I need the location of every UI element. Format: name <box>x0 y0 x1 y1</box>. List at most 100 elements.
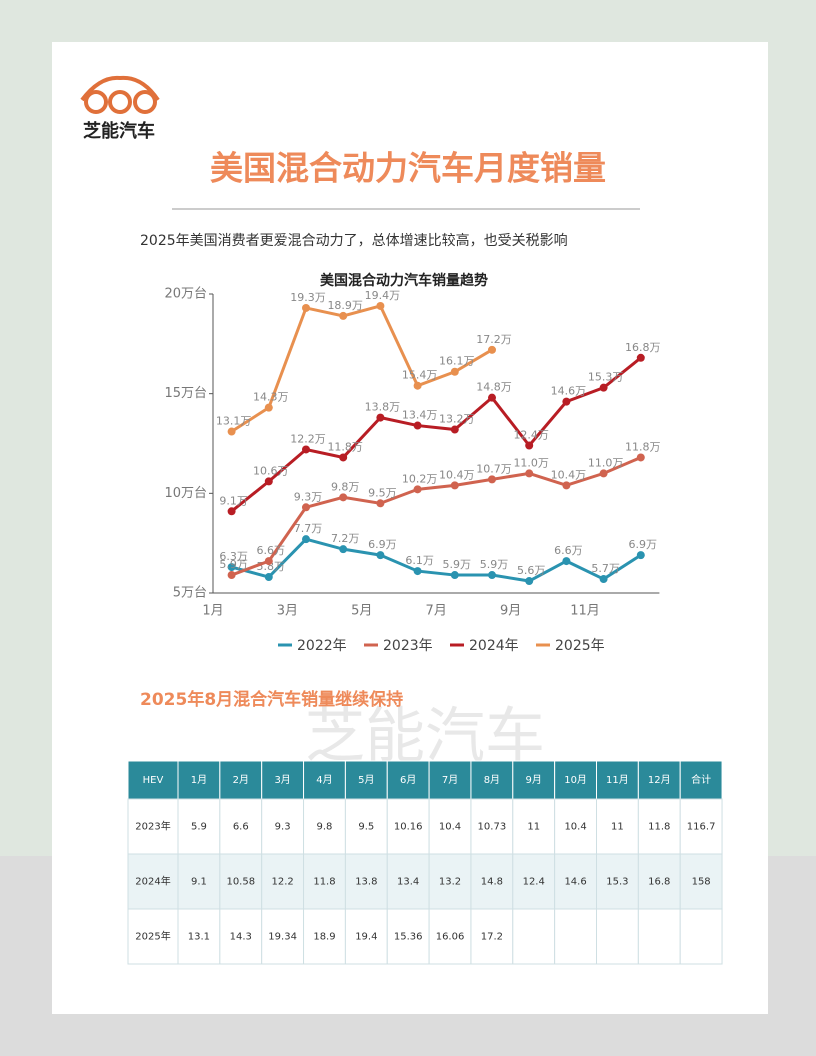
subtitle: 2025年美国消费者更爱混合动力了，总体增速比较高，也受关税影响 <box>140 232 568 249</box>
data-label: 15.3万 <box>588 371 624 384</box>
series-line <box>230 356 642 513</box>
cell <box>219 908 263 965</box>
cell-text: 17.2 <box>481 932 503 943</box>
data-point <box>636 353 645 362</box>
y-tick-label: 20万台 <box>164 287 207 302</box>
header-text: 3月 <box>274 774 290 786</box>
data-point <box>413 381 422 390</box>
y-tick-label: 15万台 <box>164 386 207 401</box>
data-point <box>599 575 608 584</box>
cell <box>177 798 221 855</box>
data-point <box>302 303 310 312</box>
x-tick-label: 7月 <box>426 604 447 619</box>
data-label: 6.3万 <box>219 550 248 563</box>
cell-text: 9.1 <box>191 877 207 888</box>
cell <box>386 908 430 965</box>
data-label: 19.3万 <box>290 291 326 304</box>
x-tick-label: 5月 <box>351 604 372 619</box>
cell <box>596 798 639 855</box>
cell <box>554 908 598 965</box>
cell-text: 2025年 <box>135 930 170 943</box>
cell <box>261 853 305 910</box>
cell-text: 11.8 <box>313 877 335 888</box>
data-point <box>488 345 496 354</box>
data-label: 6.6万 <box>554 544 583 557</box>
data-point <box>264 557 273 566</box>
cell-text: 9.3 <box>275 822 291 833</box>
cell <box>637 908 681 965</box>
data-label: 16.1万 <box>439 355 475 368</box>
data-label: 9.5万 <box>368 486 397 499</box>
cell-text: 14.3 <box>230 932 252 943</box>
header-text: 11月 <box>606 774 629 786</box>
legend-label: 2024年 <box>469 638 519 654</box>
chart-title: 美国混合动力汽车销量趋势 <box>320 272 488 289</box>
cell-text: 15.36 <box>394 932 423 943</box>
data-label: 16.8万 <box>625 341 661 354</box>
data-label: 10.4万 <box>439 468 475 481</box>
cell <box>596 853 639 910</box>
cell <box>428 853 472 910</box>
data-point <box>450 367 459 376</box>
data-label: 13.2万 <box>439 413 475 426</box>
data-point <box>339 311 348 320</box>
data-point <box>450 481 459 490</box>
cell-text: 116.7 <box>687 822 716 833</box>
cell-text: 14.8 <box>481 877 503 888</box>
cell <box>428 798 472 855</box>
cell-text: 11 <box>611 822 624 833</box>
data-point <box>302 445 310 454</box>
data-point <box>339 493 348 502</box>
cell <box>261 908 305 965</box>
header-text: 9月 <box>526 774 542 786</box>
page-title: 美国混合动力汽车月度销量 <box>210 149 606 188</box>
data-label: 7.7万 <box>294 522 323 535</box>
data-point <box>562 557 571 566</box>
data-point <box>636 453 645 462</box>
cell-text: 18.9 <box>313 932 335 943</box>
data-label: 11.8万 <box>327 440 363 453</box>
data-point <box>376 499 385 508</box>
header-cell <box>428 760 472 800</box>
cell <box>344 798 388 855</box>
legend-label: 2025年 <box>555 638 605 654</box>
cell-text: 16.06 <box>436 932 465 943</box>
data-label: 7.2万 <box>331 532 360 545</box>
cell <box>512 908 556 965</box>
header-cell <box>637 760 681 800</box>
data-point <box>488 393 496 402</box>
legend-label: 2023年 <box>383 638 433 654</box>
cell <box>344 853 388 910</box>
cell <box>679 908 723 965</box>
data-label: 9.1万 <box>219 494 248 507</box>
data-label: 9.8万 <box>331 480 360 493</box>
series-line <box>231 456 642 577</box>
header-cell <box>261 760 305 800</box>
data-label: 11.0万 <box>588 456 624 469</box>
header-text: 6月 <box>400 774 416 786</box>
data-point <box>450 425 459 434</box>
data-label: 19.4万 <box>365 289 401 302</box>
cell <box>470 853 514 910</box>
cell-text: 2024年 <box>135 875 170 888</box>
data-point <box>488 571 496 580</box>
cell <box>303 853 346 910</box>
cell-text: 12.2 <box>271 877 293 888</box>
data-point <box>227 507 236 516</box>
cell <box>219 798 263 855</box>
data-label: 10.4万 <box>551 468 587 481</box>
header-cell <box>177 760 221 800</box>
data-label: 5.7万 <box>591 562 620 575</box>
header-text: HEV <box>143 775 164 786</box>
cell <box>679 798 723 855</box>
data-label: 12.2万 <box>290 432 326 445</box>
header-text: 12月 <box>648 774 671 786</box>
y-tick-label: 10万台 <box>164 486 207 501</box>
header-text: 2月 <box>233 774 249 786</box>
series-line <box>231 537 642 583</box>
data-point <box>264 477 273 486</box>
cell <box>596 908 639 965</box>
cell <box>127 908 179 965</box>
